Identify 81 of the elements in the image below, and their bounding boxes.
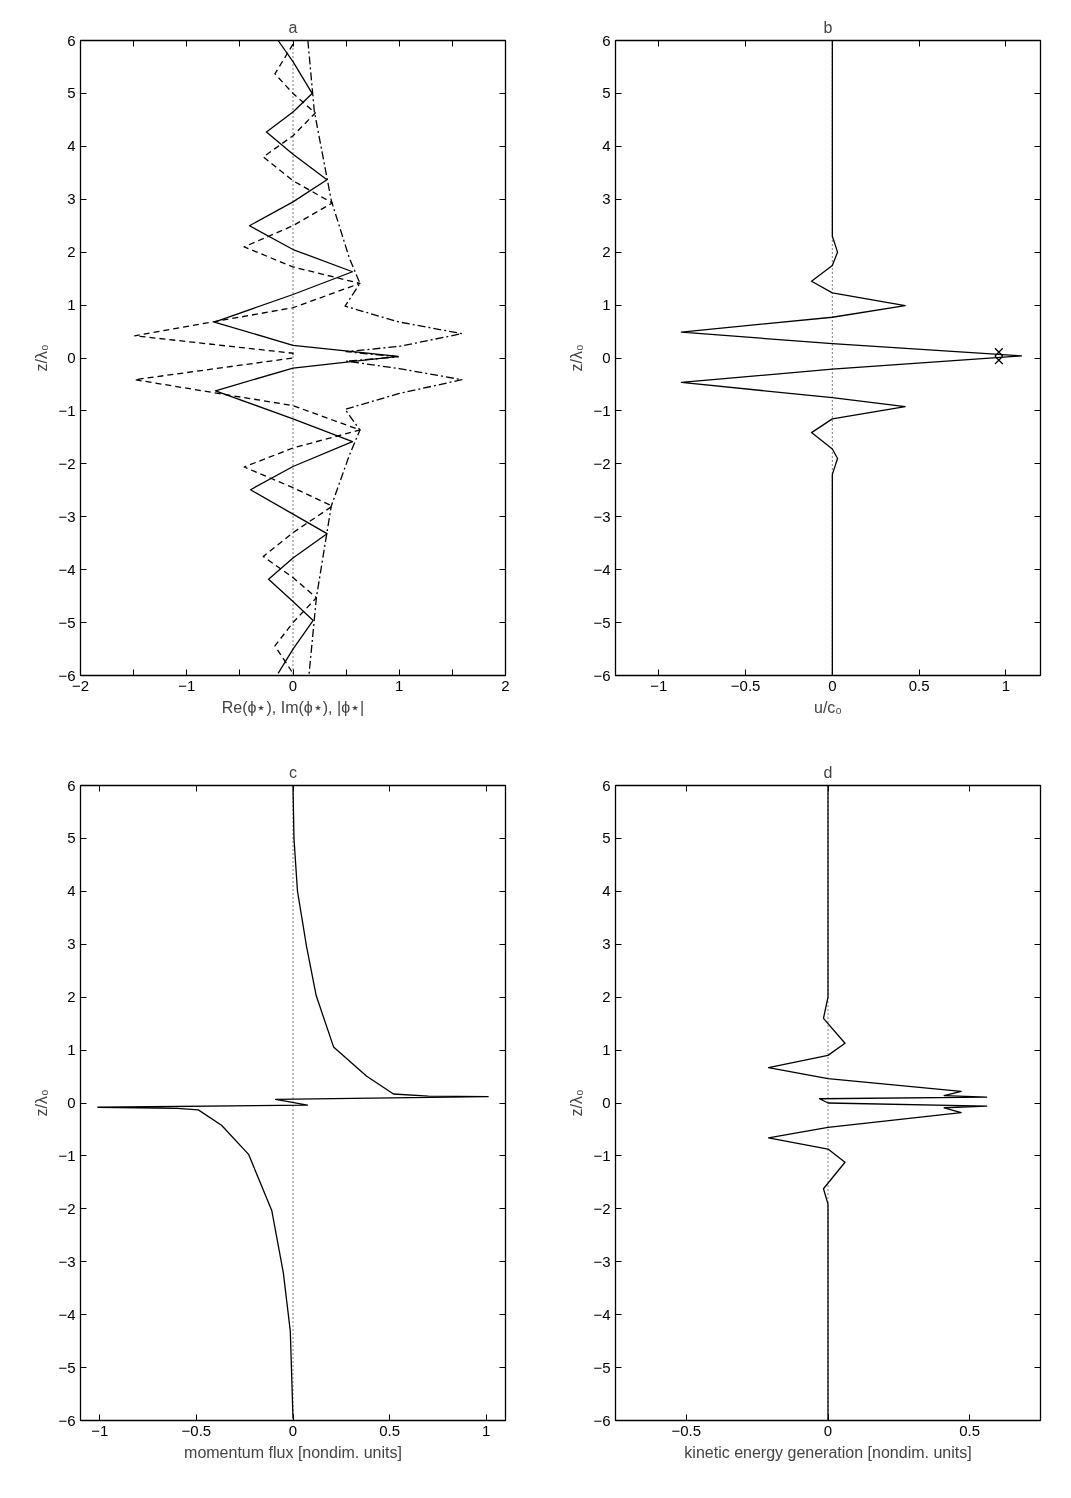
y-tick-label: 0 [67,1094,76,1111]
y-tick-label: −3 [58,507,76,525]
y-tick-label: −4 [593,560,611,578]
x-tick-label: −1 [650,676,668,694]
x-axis-title: u/c₀ [814,698,842,716]
y-axis-title: z/λ₀ [568,344,586,372]
x-axis-title: momentum flux [nondim. units] [184,1443,402,1461]
chart-title: d [823,763,833,781]
y-tick-label: −5 [593,613,611,631]
x-tick-label: 1 [395,676,404,694]
x-tick-label: −0.5 [181,1421,212,1439]
y-tick-label: −6 [593,666,611,684]
y-tick-label: 2 [67,988,76,1006]
y-axis-title: z/λ₀ [33,344,51,372]
y-tick-label: −1 [593,401,611,419]
x-tick-label: 0.5 [379,1421,401,1439]
y-tick-label: −2 [58,454,76,472]
y-tick-label: −4 [58,1305,76,1323]
y-tick-label: 2 [602,243,611,261]
y-tick-label: 4 [602,882,611,900]
y-tick-label: 1 [67,1041,76,1059]
y-tick-label: 3 [602,935,611,953]
x-tick-label: −1 [91,1421,109,1439]
y-tick-label: −3 [593,1252,611,1270]
y-tick-label: −6 [58,666,76,684]
y-tick-label: 5 [602,84,611,102]
y-tick-label: −2 [593,1199,611,1217]
x-tick-label: 1 [1001,676,1010,694]
chart-title: a [288,18,298,36]
y-tick-label: −6 [593,1411,611,1429]
y-tick-label: −6 [58,1411,76,1429]
y-tick-label: −1 [593,1146,611,1164]
y-tick-label: 0 [602,349,611,366]
y-tick-label: 2 [602,988,611,1006]
y-tick-label: 4 [67,137,76,155]
y-tick-label: −1 [58,1146,76,1164]
y-tick-label: 3 [67,190,76,208]
x-tick-label: 1 [482,1421,491,1439]
y-tick-label: −4 [58,560,76,578]
y-tick-label: 0 [67,349,76,366]
y-tick-label: 5 [67,84,76,102]
x-tick-label: −1 [178,676,196,694]
y-tick-label: 2 [67,243,76,261]
y-tick-label: 4 [602,137,611,155]
y-tick-label: −5 [58,1358,76,1376]
x-axis-title: Re(ϕ⋆), Im(ϕ⋆), |ϕ⋆| [221,698,365,716]
y-tick-label: 1 [602,296,611,314]
y-tick-label: 5 [602,829,611,847]
y-tick-label: 6 [67,31,76,49]
x-tick-label: 0.5 [959,1421,981,1439]
y-tick-label: −3 [593,507,611,525]
y-tick-label: 6 [602,31,611,49]
y-tick-label: 1 [67,296,76,314]
y-tick-label: 6 [602,776,611,794]
y-tick-label: −5 [58,613,76,631]
x-tick-label: 0 [828,676,837,694]
x-tick-label: 0 [288,676,298,694]
y-tick-label: 0 [602,1094,611,1111]
x-axis-title: kinetic energy generation [nondim. units] [684,1443,972,1461]
x-tick-label: −0.5 [730,676,761,694]
y-tick-label: 4 [67,882,76,900]
y-axis-title: z/λ₀ [33,1089,51,1117]
y-tick-label: 6 [67,776,76,794]
y-tick-label: −2 [593,454,611,472]
y-tick-label: −2 [58,1199,76,1217]
y-tick-label: −1 [58,401,76,419]
chart-title: b [823,18,833,36]
y-axis-title: z/λ₀ [568,1089,586,1117]
x-tick-label: 0 [823,1421,833,1439]
x-tick-label: −0.5 [671,1421,702,1439]
x-tick-label: 2 [501,676,510,694]
y-tick-label: −3 [58,1252,76,1270]
y-tick-label: 3 [67,935,76,953]
y-tick-label: 3 [602,190,611,208]
x-tick-label: 0 [288,1421,298,1439]
y-tick-label: −5 [593,1358,611,1376]
y-tick-label: −4 [593,1305,611,1323]
chart-title: c [289,763,297,781]
y-tick-label: 5 [67,829,76,847]
y-tick-label: 1 [602,1041,611,1059]
x-tick-label: 0.5 [908,676,930,694]
